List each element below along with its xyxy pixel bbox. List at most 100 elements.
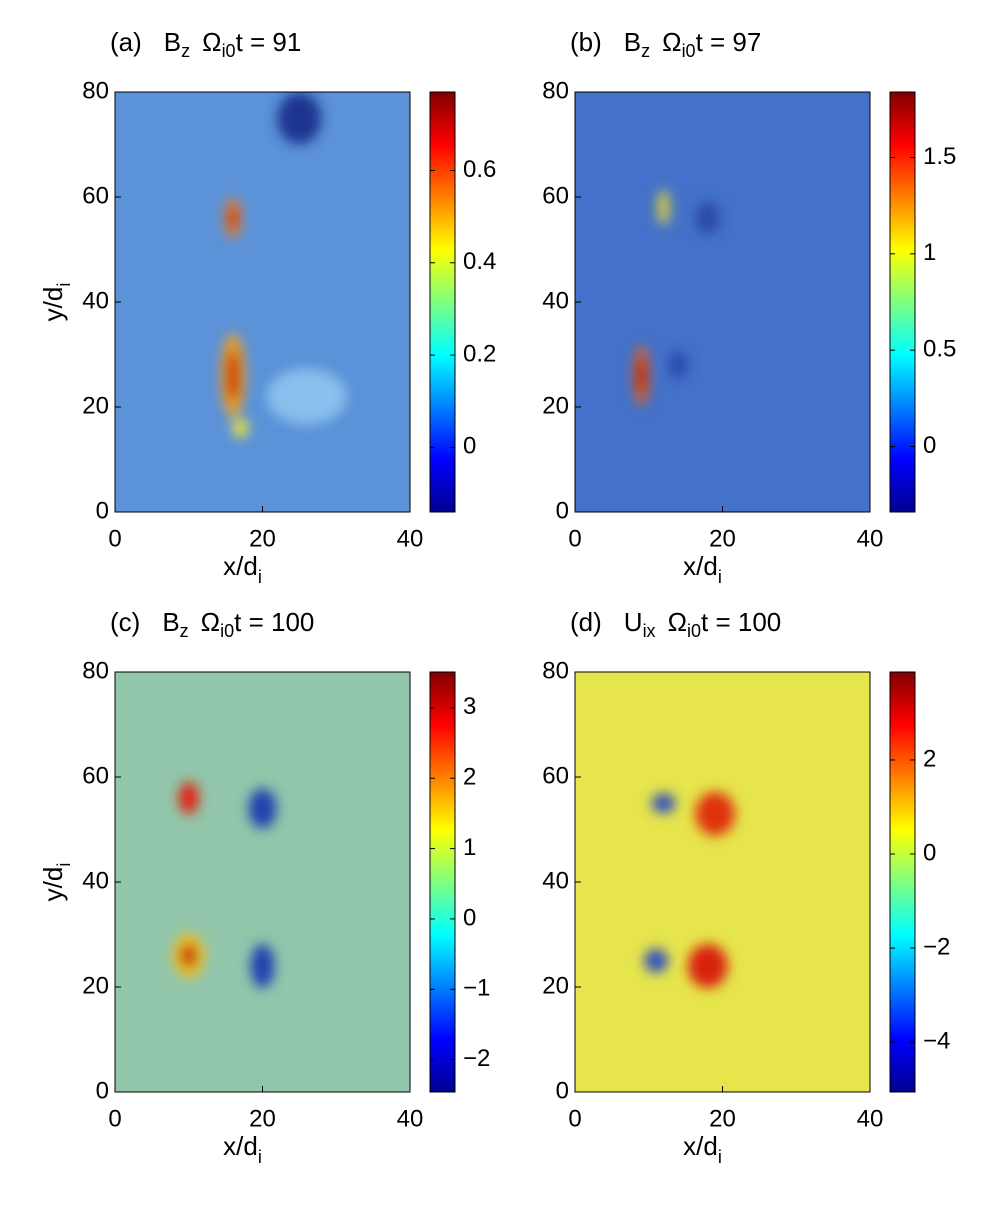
y-tick-label: 80 <box>82 77 109 104</box>
colorbar-tick-label: −1 <box>463 975 490 1002</box>
field-feature <box>651 793 676 814</box>
field-features <box>633 189 720 406</box>
time-label: t = 91 <box>236 27 302 57</box>
field-feature <box>687 944 728 988</box>
field-feature <box>277 92 322 145</box>
y-tick-label: 40 <box>542 287 569 314</box>
time-label: t = 97 <box>696 27 762 57</box>
colorbar-tick-label: 0 <box>463 433 476 460</box>
colorbar-tick-label: 0.2 <box>463 340 496 367</box>
y-axis-label-sub: i <box>54 863 74 867</box>
x-axis-label-main: x/d <box>223 1131 258 1161</box>
colorbar-tick-label: −4 <box>923 1027 950 1054</box>
colorbar-tick-label: 1 <box>463 834 476 861</box>
omega-sub: i0 <box>682 41 696 61</box>
x-tick-label: 40 <box>397 1105 424 1132</box>
colorbar <box>889 91 916 513</box>
y-axis-label: y/di <box>38 283 74 322</box>
time-label: t = 100 <box>701 607 781 637</box>
colorbar-tick-label: 3 <box>463 693 476 720</box>
y-tick-label: 20 <box>542 392 569 419</box>
field-feature <box>657 189 670 226</box>
x-axis-label: x/di <box>223 551 262 587</box>
panel: (d) Uix Ωi0t = 100 0 20 40 0 20 40 60 80 x/di −4 −2 0 2 <box>542 607 950 1167</box>
y-axis-label: y/di <box>38 863 74 902</box>
colorbar-tick-label: 0.6 <box>463 156 496 183</box>
field-feature <box>695 202 720 234</box>
x-tick-label: 40 <box>397 525 424 552</box>
y-axis-label-main: y/d <box>38 287 68 322</box>
x-axis-label-sub: i <box>258 1147 262 1167</box>
field <box>115 92 410 512</box>
field-feature <box>695 791 736 836</box>
omega: Ω <box>668 607 687 637</box>
time-label: t = 100 <box>234 607 314 637</box>
y-tick-label: 60 <box>82 762 109 789</box>
colorbar-tick-label: −2 <box>463 1045 490 1072</box>
field-feature <box>637 357 646 394</box>
y-tick-label: 20 <box>542 972 569 999</box>
field <box>575 92 870 512</box>
field <box>115 672 410 1092</box>
y-tick-label: 60 <box>82 182 109 209</box>
y-tick-label: 40 <box>82 287 109 314</box>
omega: Ω <box>202 27 221 57</box>
y-axis-label-sub: i <box>54 283 74 287</box>
colorbar-tick-label: 0.5 <box>923 336 956 363</box>
field-feature <box>644 948 669 973</box>
field-features <box>172 782 277 988</box>
colorbar-tick-label: 1.5 <box>923 143 956 170</box>
y-tick-label: 0 <box>96 1077 109 1104</box>
y-tick-label: 80 <box>542 77 569 104</box>
x-axis-label: x/di <box>683 551 722 587</box>
panel-title: (d) Uix Ωi0t = 100 <box>570 607 781 641</box>
colorbar-tick-label: 0.4 <box>463 248 496 275</box>
colorbar <box>429 91 456 513</box>
field-feature <box>229 206 237 230</box>
x-tick-label: 0 <box>108 1105 121 1132</box>
panel: (a) Bz Ωi0t = 910 20 40020406080x/diy/di00.2… <box>38 27 497 587</box>
quantity-sub: z <box>641 41 650 61</box>
field-feature <box>668 351 689 379</box>
panel-title: (c) Bz Ωi0t = 100 <box>110 607 314 641</box>
field-feature <box>266 368 347 425</box>
colorbar-tick-label: 2 <box>463 764 476 791</box>
panel-title: (b) Bz Ωi0t = 97 <box>570 27 761 61</box>
x-tick-label: 20 <box>249 1105 276 1132</box>
colorbar-tick-label: 0 <box>463 904 476 931</box>
x-tick-label: 40 <box>857 525 884 552</box>
panel-label: (b) <box>570 27 602 57</box>
y-tick-label: 0 <box>556 1077 569 1104</box>
panel-label: (d) <box>570 607 602 637</box>
y-tick-label: 60 <box>542 762 569 789</box>
y-tick-label: 20 <box>82 392 109 419</box>
x-tick-label: 40 <box>857 1105 884 1132</box>
x-tick-label: 0 <box>568 1105 581 1132</box>
x-tick-label: 20 <box>709 1105 736 1132</box>
colorbar <box>889 671 916 1093</box>
colorbar-tick-label: −2 <box>923 933 950 960</box>
field-features <box>221 92 347 438</box>
x-axis-label-sub: i <box>718 567 722 587</box>
quantity-sub: z <box>180 621 189 641</box>
omega-sub: i0 <box>687 621 701 641</box>
y-tick-label: 20 <box>82 972 109 999</box>
x-tick-label: 20 <box>709 525 736 552</box>
field-feature <box>178 782 199 814</box>
omega-sub: i0 <box>220 621 234 641</box>
field-feature <box>232 418 249 438</box>
y-tick-label: 40 <box>542 867 569 894</box>
x-axis-label-sub: i <box>718 1147 722 1167</box>
colorbar-tick-label: 0 <box>923 432 936 459</box>
colorbar-tick-label: 0 <box>923 839 936 866</box>
panel-label: (c) <box>110 607 140 637</box>
y-tick-label: 40 <box>82 867 109 894</box>
colorbar-tick-label: 2 <box>923 745 936 772</box>
quantity: B <box>162 607 179 637</box>
colorbar <box>429 671 456 1093</box>
field-features <box>644 791 736 988</box>
quantity-sub: ix <box>643 621 656 641</box>
x-axis-label-main: x/d <box>683 551 718 581</box>
